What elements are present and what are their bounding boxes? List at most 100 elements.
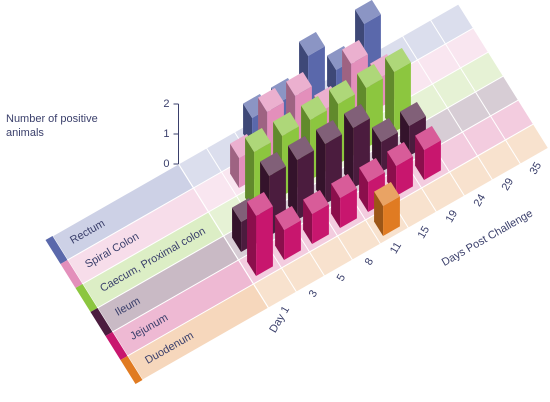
bar-top (245, 128, 271, 152)
label-marker (105, 332, 128, 360)
floor-grid (402, 35, 493, 181)
bar-top (342, 40, 368, 64)
bar-side (232, 207, 242, 252)
y-tick-label: 2 (163, 98, 169, 110)
bar-top (316, 120, 342, 144)
y-tick-label: 1 (163, 128, 169, 140)
bar-side-shade (232, 207, 242, 252)
bar-top (359, 158, 385, 182)
bar-top-light (301, 96, 327, 120)
bar-top (355, 0, 381, 24)
bar-top-light (344, 104, 370, 128)
bar-top-light (374, 182, 400, 206)
bar-top (357, 64, 383, 88)
bar-top (400, 102, 426, 126)
bar-top (329, 80, 355, 104)
bar-top-light (286, 72, 312, 96)
label-marker (90, 308, 113, 336)
bar-top (303, 190, 329, 214)
bar-top-light (299, 32, 325, 56)
bar-top (273, 112, 299, 136)
floor-grid (178, 163, 269, 309)
bar-side (331, 183, 341, 228)
bar-top-light (329, 80, 355, 104)
bar-side (230, 143, 240, 188)
bar-top-light (303, 190, 329, 214)
bar (303, 190, 329, 244)
bar-side (288, 145, 298, 220)
bar-side (303, 199, 313, 244)
x-tick-label: 29 (500, 176, 517, 193)
y-axis-label: Number of positive animals (6, 113, 98, 139)
label-marker (120, 356, 143, 384)
x-tick-label: 3 (307, 288, 320, 299)
bar-front (340, 188, 357, 228)
bar-side-shade (275, 215, 285, 260)
x-tick-label: 24 (472, 192, 489, 209)
bar-side (245, 137, 255, 212)
bar-side-shade (359, 167, 369, 212)
bar-side-shade (303, 199, 313, 244)
x-tick-label: 19 (444, 208, 461, 225)
bar (374, 182, 400, 236)
bar-top (275, 206, 301, 230)
bar-side (247, 201, 257, 276)
bar-side (344, 113, 354, 188)
bar-top-light (387, 142, 413, 166)
label-marker (60, 260, 83, 288)
bar-top-light (247, 192, 273, 216)
bar-side-shade (288, 145, 298, 220)
bar-top (387, 142, 413, 166)
bar-top-light (245, 128, 271, 152)
label-marker (75, 284, 98, 312)
bar-top-light (258, 88, 284, 112)
bar-side-shade (415, 135, 425, 180)
bar-top (260, 152, 286, 176)
bar-top (288, 136, 314, 160)
bar-top (247, 192, 273, 216)
y-tick-label: 0 (163, 158, 169, 170)
bar-top (258, 88, 284, 112)
x-tick-label: 8 (363, 256, 376, 267)
bar-top-light (275, 206, 301, 230)
bar-side-shade (245, 137, 255, 212)
bar-top (344, 104, 370, 128)
bar-top (385, 48, 411, 72)
x-tick-label: 11 (388, 240, 404, 256)
bar-top (372, 118, 398, 142)
bar-top-light (355, 0, 381, 24)
bar-front (284, 220, 301, 260)
bar-top-light (316, 120, 342, 144)
bar-top (415, 126, 441, 150)
bar-side-shade (331, 183, 341, 228)
bar (331, 174, 357, 228)
bar-front (312, 204, 329, 244)
bar-top (331, 174, 357, 198)
floor-grid (430, 19, 521, 165)
bar-top-light (372, 118, 398, 142)
x-tick-label: 5 (335, 272, 348, 283)
bar-side-shade (247, 201, 257, 276)
bar-side-shade (316, 129, 326, 204)
bar-side (385, 57, 395, 132)
bar-top-light (331, 174, 357, 198)
bar-top-light (359, 158, 385, 182)
x-tick-label: Day 1 (267, 304, 292, 335)
bar-side-shade (230, 143, 240, 188)
bar-side (316, 129, 326, 204)
x-tick-label: 15 (416, 224, 433, 241)
bar-front (396, 156, 413, 196)
bar (247, 192, 273, 276)
bar-front (256, 206, 273, 276)
bar-top-light (385, 48, 411, 72)
label-marker (45, 236, 68, 264)
bar-top (301, 96, 327, 120)
bar-top-light (260, 152, 286, 176)
bar-top (286, 72, 312, 96)
bar-top-light (400, 102, 426, 126)
bar-front (383, 196, 400, 236)
bar-top-light (415, 126, 441, 150)
bar-side (415, 135, 425, 180)
bar (344, 104, 370, 188)
